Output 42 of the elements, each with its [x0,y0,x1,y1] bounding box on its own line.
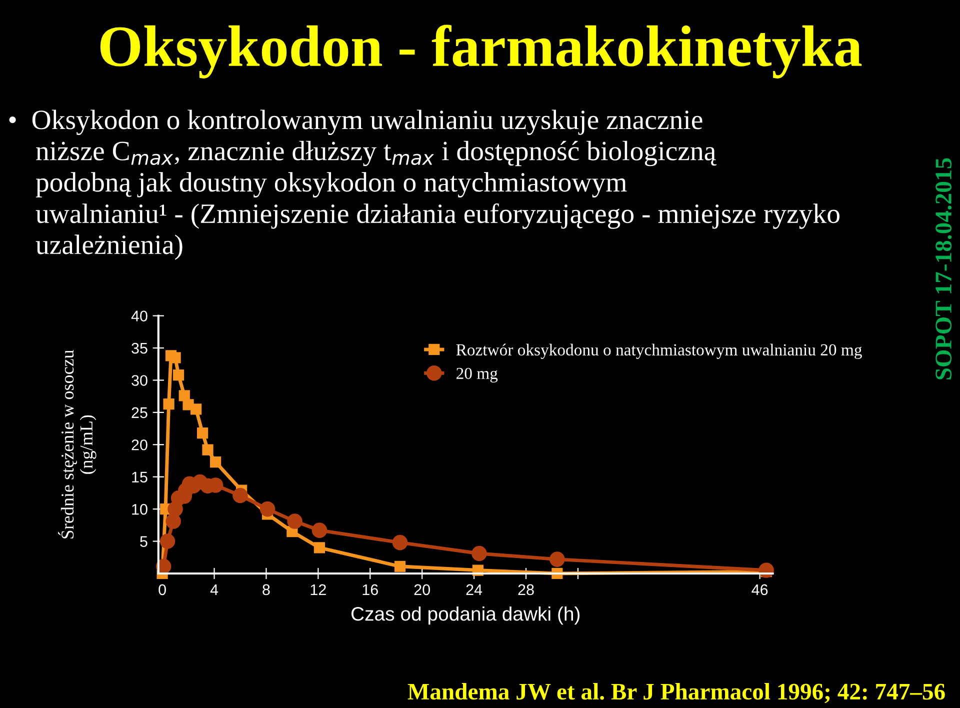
chart-title: Oksykodon - farmakokinetyka [100,24,862,78]
x-tick-label: 20 [414,584,430,596]
y-tick-label: 5 [140,536,148,547]
x-axis-title: Czas od podania dawki (h) [351,606,580,625]
legend-label: 20 mg [456,368,498,383]
point [550,552,565,567]
x-tick-label: 46 [752,584,768,596]
text: SOPOT 17-18.04.2015 [936,158,952,380]
text: Mandema JW et al. Br J Pharmacol 1996; 42: 747–56 [408,683,945,704]
point [392,534,408,550]
point [232,488,248,504]
x-tick-label: 28 [518,584,534,596]
y-tick-label: 15 [132,472,148,483]
y-axis-title: Średnie stężenie w osoczu (ng/mL) [58,350,96,538]
x-tick-label: 8 [262,584,270,596]
point [202,444,214,456]
legend-label: Roztwór oksykodonu o natychmiastowym uwalnianiu 20 mg [456,344,862,359]
y-tick-label: 40 [131,310,148,322]
y-tick-label: 20 [132,439,148,450]
x-tick-label: 24 [466,584,482,595]
text: • Oksykodon o kontrolowanym uwalnianiu uzyskuje znacznie niższe C$_{max}$, znacznie dłuższy t$_{max}$ i dostępność biologiczną podobną jak doustny oksykodon o natychmiastowym uwalnianiu¹ - (Zmniejszenie działania euforyzującego - mniejsze ryzyko uzależnienia) [9,110,840,260]
x-tick-label: 12 [310,584,326,595]
point [197,427,208,439]
y-tick-label: 10 [132,504,148,515]
y-tick-label: 35 [132,342,148,354]
point [163,398,174,410]
y-tick-label: 25 [132,407,148,418]
point [210,456,222,468]
point [312,522,328,538]
x-tick-label: 0 [158,584,166,596]
y-tick-label: 30 [132,375,148,386]
point [287,514,302,529]
x-tick-label: 4 [210,584,218,595]
point [260,501,276,517]
point [314,542,326,554]
x-tick-label: 16 [362,584,378,596]
point [172,369,184,381]
point [472,546,487,562]
point [160,534,176,549]
point [394,560,406,572]
point [166,514,181,529]
point [190,404,202,415]
